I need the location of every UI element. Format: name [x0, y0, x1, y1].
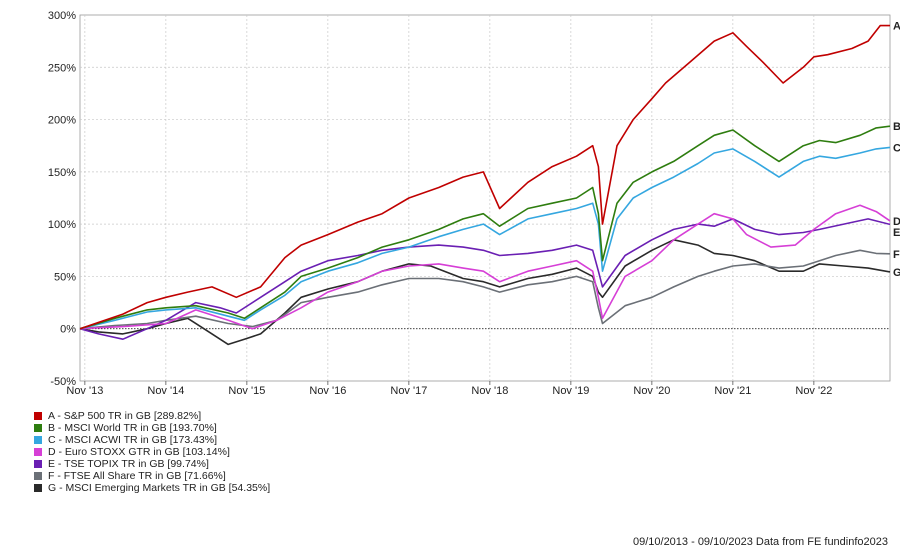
series-line-a — [79, 24, 891, 330]
series-end-label: B — [893, 121, 900, 133]
x-tick-label: Nov '15 — [228, 385, 265, 395]
series-line-f — [79, 249, 891, 330]
legend-swatch — [34, 460, 42, 468]
y-tick-label: 100% — [48, 219, 76, 231]
legend-item-e: E - TSE TOPIX TR in GB [99.74%] — [34, 458, 270, 470]
legend-item-c: C - MSCI ACWI TR in GB [173.43%] — [34, 434, 270, 446]
series-line-g — [79, 239, 891, 346]
series-end-label: G — [893, 267, 900, 279]
legend-label: F - FTSE All Share TR in GB [71.66%] — [48, 470, 226, 482]
series-end-label: C — [893, 142, 900, 154]
legend-swatch — [34, 484, 42, 492]
series-end-label: F — [893, 249, 900, 261]
legend-label: B - MSCI World TR in GB [193.70%] — [48, 422, 217, 434]
legend: A - S&P 500 TR in GB [289.82%] B - MSCI … — [34, 410, 270, 494]
x-tick-label: Nov '13 — [66, 385, 103, 395]
legend-label: E - TSE TOPIX TR in GB [99.74%] — [48, 458, 209, 470]
footer-source: 09/10/2013 - 09/10/2023 Data from FE fun… — [632, 536, 888, 548]
legend-item-d: D - Euro STOXX GTR in GB [103.14%] — [34, 446, 270, 458]
y-tick-label: 0% — [60, 324, 76, 336]
series-line-d — [79, 204, 891, 330]
y-tick-label: 150% — [48, 167, 76, 179]
legend-item-g: G - MSCI Emerging Markets TR in GB [54.3… — [34, 482, 270, 494]
x-tick-label: Nov '14 — [147, 385, 184, 395]
series-line-c — [79, 146, 891, 330]
y-tick-label: 50% — [54, 271, 76, 283]
legend-label: G - MSCI Emerging Markets TR in GB [54.3… — [48, 482, 271, 494]
legend-item-b: B - MSCI World TR in GB [193.70%] — [34, 422, 270, 434]
y-tick-label: 200% — [48, 115, 76, 127]
series-line-b — [79, 125, 891, 330]
y-tick-label: 300% — [48, 10, 76, 22]
series-line-e — [79, 218, 891, 341]
legend-swatch — [34, 436, 42, 444]
x-tick-label: Nov '17 — [390, 385, 427, 395]
legend-swatch — [34, 472, 42, 480]
legend-item-a: A - S&P 500 TR in GB [289.82%] — [34, 410, 270, 422]
x-tick-label: Nov '22 — [795, 385, 832, 395]
series-layer — [79, 24, 891, 346]
grid — [79, 14, 891, 382]
x-tick-label: Nov '20 — [633, 385, 670, 395]
plot-frame — [79, 14, 891, 382]
legend-swatch — [34, 412, 42, 420]
legend-label: C - MSCI ACWI TR in GB [173.43%] — [48, 434, 218, 446]
series-end-label: D — [893, 216, 900, 228]
x-tick-label: Nov '18 — [471, 385, 508, 395]
legend-label: A - S&P 500 TR in GB [289.82%] — [48, 410, 202, 422]
line-chart: 300% 250% 200% 150% 100% 50% 0% -50%Nov '13 Nov … — [48, 10, 900, 395]
series-end-label: E — [893, 227, 900, 239]
legend-swatch — [34, 424, 42, 432]
x-tick-label: Nov '19 — [552, 385, 589, 395]
y-tick-label: 250% — [48, 62, 76, 74]
y-tick-label: -50% — [50, 376, 76, 388]
x-tick-label: Nov '21 — [714, 385, 751, 395]
legend-item-f: F - FTSE All Share TR in GB [71.66%] — [34, 470, 270, 482]
axes: 300% 250% 200% 150% 100% 50% 0% -50%Nov '13 Nov … — [48, 10, 832, 395]
series-end-label: A — [893, 21, 900, 33]
x-tick-label: Nov '16 — [309, 385, 346, 395]
legend-label: D - Euro STOXX GTR in GB [103.14%] — [48, 446, 230, 458]
legend-swatch — [34, 448, 42, 456]
